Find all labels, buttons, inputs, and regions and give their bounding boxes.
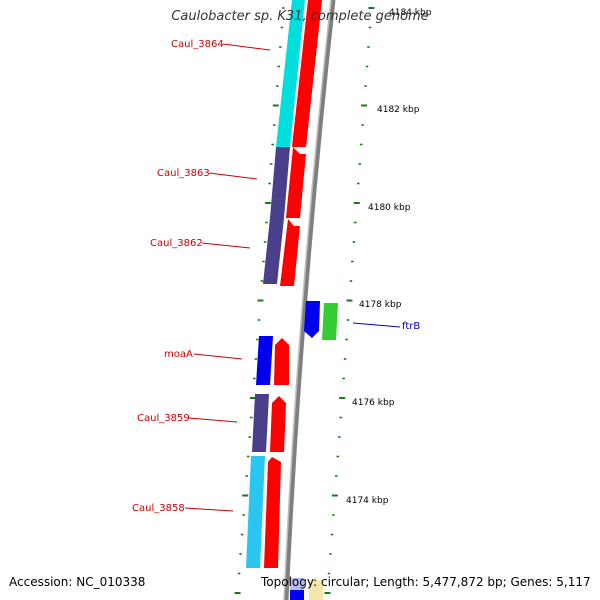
gene-caul-3863-cds[interactable] — [286, 147, 306, 218]
gene-caul-3862-block[interactable] — [263, 218, 284, 284]
gene-ftrb-green-cds[interactable] — [322, 303, 338, 340]
gene-ftrb-blue-cds[interactable] — [304, 301, 320, 338]
genome-summary-text: Topology: circular; Length: 5,477,872 bp… — [261, 575, 591, 589]
gene-caul-3858-cds[interactable] — [264, 457, 281, 568]
kbp-label-4174: 4174 kbp — [346, 496, 389, 506]
accession-text: Accession: NC_010338 — [9, 575, 146, 589]
gene-label-moaa[interactable]: moaA — [164, 349, 193, 360]
bottom-feature-lavender — [290, 578, 304, 590]
bottom-feature-blue — [290, 590, 304, 600]
kbp-label-4182: 4182 kbp — [377, 105, 420, 115]
gene-label-leaders — [184, 43, 401, 512]
genome-title: Caulobacter sp. K31, complete genome — [171, 9, 429, 24]
kbp-label-4176: 4176 kbp — [352, 398, 395, 408]
kbp-label-4184: 4184 kbp — [389, 8, 432, 18]
gene-caul-3858-block[interactable] — [246, 456, 265, 568]
gene-caul-3862-cds[interactable] — [280, 219, 300, 286]
gene-caul-3864-cds[interactable] — [292, 0, 322, 147]
genome-backbone — [283, 0, 336, 600]
kbp-label-4180: 4180 kbp — [368, 203, 411, 213]
gene-caul-3859-block[interactable] — [252, 394, 269, 452]
genome-backbone-highlight — [283, 0, 332, 600]
gene-label-caul-3859[interactable]: Caul_3859 — [137, 413, 190, 424]
gene-caul-3864-block[interactable] — [276, 0, 305, 147]
gene-label-ftrb[interactable]: ftrB — [402, 321, 420, 332]
gene-label-caul-3862[interactable]: Caul_3862 — [150, 238, 203, 249]
gene-label-caul-3863[interactable]: Caul_3863 — [157, 168, 210, 179]
tick-marks-right — [324, 7, 375, 594]
gene-label-caul-3864[interactable]: Caul_3864 — [171, 39, 224, 50]
kbp-scale-labels: 4184 kbp 4182 kbp 4180 kbp 4178 kbp 4176… — [346, 8, 432, 506]
gene-moaa-block[interactable] — [256, 336, 273, 385]
gene-caul-3859-cds[interactable] — [270, 396, 286, 452]
gene-labels: Caul_3864 Caul_3863 Caul_3862 moaA Caul_… — [132, 39, 420, 514]
gene-caul-3863-block[interactable] — [270, 147, 290, 218]
gene-moaa-cds[interactable] — [274, 338, 289, 385]
tick-marks-left — [234, 7, 285, 594]
gene-label-caul-3858[interactable]: Caul_3858 — [132, 503, 185, 514]
kbp-label-4178: 4178 kbp — [359, 300, 402, 310]
bottom-feature-cream — [309, 580, 323, 600]
